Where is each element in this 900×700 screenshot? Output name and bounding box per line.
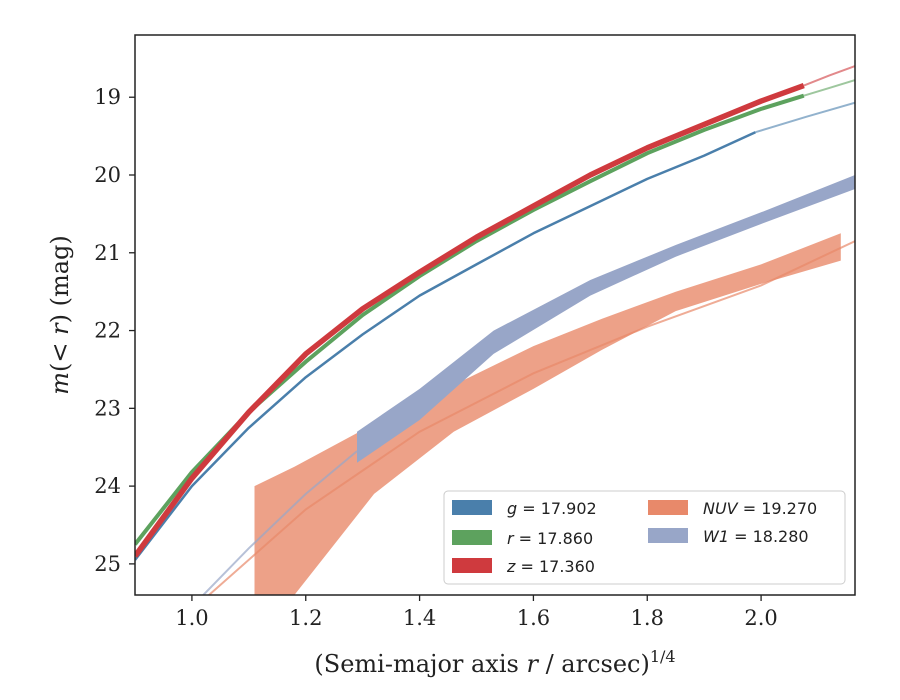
x-tick-label: 1.2 xyxy=(289,606,322,630)
z-profile-line xyxy=(135,83,805,558)
x-tick-label: 1.8 xyxy=(631,606,664,630)
y-axis-label: m(< r) (mag) xyxy=(46,235,74,395)
legend-label-nuv: NUV = 19.270 xyxy=(703,499,817,518)
legend-label-r: r = 17.860 xyxy=(507,529,593,548)
x-tick-label: 1.0 xyxy=(175,606,208,630)
plot-area xyxy=(135,65,855,595)
legend-swatch-nuv xyxy=(648,500,688,515)
nuv-extrapolation-line xyxy=(208,240,855,595)
y-tick-label: 25 xyxy=(94,552,121,576)
legend-label-g: g = 17.902 xyxy=(507,499,597,518)
w1-extrapolation-line xyxy=(202,450,358,595)
z-extrapolation-line xyxy=(803,65,855,87)
legend: g = 17.902 r = 17.860 z = 17.360 NUV = 19.2… xyxy=(443,490,846,585)
x-axis: 1.0 1.2 1.4 1.6 1.8 2.0 xyxy=(175,595,778,630)
y-tick-label: 24 xyxy=(94,474,121,498)
legend-swatch-r xyxy=(452,530,492,545)
x-tick-label: 1.6 xyxy=(517,606,550,630)
g-extrapolation-line xyxy=(755,101,855,134)
legend-label-z: z = 17.360 xyxy=(506,557,595,576)
y-tick-label: 20 xyxy=(94,163,121,187)
plot-frame xyxy=(134,34,856,596)
y-tick-label: 19 xyxy=(94,85,121,109)
legend-swatch-g xyxy=(452,500,492,515)
x-tick-label: 2.0 xyxy=(744,606,777,630)
y-tick-label: 23 xyxy=(94,396,121,420)
legend-label-w1: W1 = 18.280 xyxy=(703,527,809,546)
y-tick-label: 22 xyxy=(94,319,121,343)
w1-band xyxy=(357,175,855,463)
r-profile-line xyxy=(135,93,805,546)
r-extrapolation-line xyxy=(803,79,855,97)
legend-swatch-z xyxy=(452,558,492,573)
legend-box xyxy=(443,490,846,585)
x-axis-label: (Semi-major axis r / arcsec)1/4 xyxy=(314,647,675,678)
y-axis: 19 20 21 22 23 24 25 xyxy=(94,85,135,576)
legend-swatch-w1 xyxy=(648,528,688,543)
x-tick-label: 1.4 xyxy=(403,606,436,630)
nuv-band xyxy=(254,233,841,595)
g-profile-line xyxy=(135,131,756,561)
y-tick-label: 21 xyxy=(94,241,121,265)
